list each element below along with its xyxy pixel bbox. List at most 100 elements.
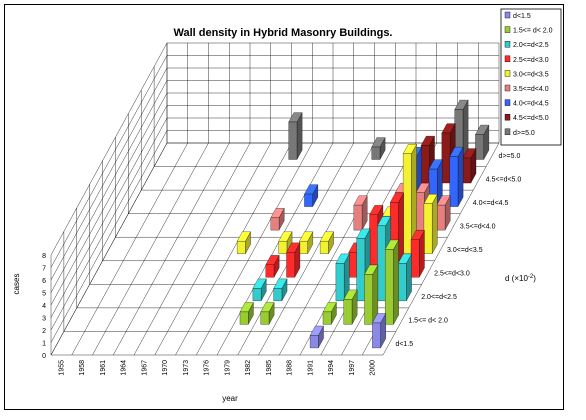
bar [252, 278, 267, 301]
bar [353, 195, 368, 231]
bar-front [260, 311, 270, 325]
bar [454, 99, 469, 160]
bar-front [462, 157, 472, 184]
gridline-floor-x [71, 142, 188, 356]
bar [260, 302, 275, 325]
chart-bars [236, 99, 490, 349]
gridline-floor-x [279, 142, 396, 356]
bar-front [236, 241, 246, 254]
bar-front [356, 238, 366, 301]
legend-label: 3.0<=d<3.5 [513, 71, 549, 78]
bar-front [415, 192, 425, 231]
bar-front [270, 217, 280, 231]
x-tick-label: 1979 [224, 360, 231, 376]
legend-swatch [504, 11, 511, 19]
bar-front [286, 252, 295, 278]
legend-label: 2.0<=d<2.5 [513, 42, 549, 49]
x-tick-label: 1967 [141, 360, 148, 376]
chart-frame: Wall density in Hybrid Masonry Buildings… [4, 4, 564, 410]
bar [402, 144, 417, 254]
gridline-side-h [50, 130, 168, 343]
gridline-floor-x [113, 142, 230, 356]
bar [436, 195, 451, 231]
bar [372, 313, 387, 349]
bar-front [322, 311, 332, 325]
bar [397, 253, 412, 301]
depth-tick-label: 2.0<=d<2.5 [421, 294, 457, 301]
x-tick-label: 2000 [370, 360, 377, 376]
chart-title: Wall density in Hybrid Masonry Buildings… [173, 27, 392, 39]
bar [343, 289, 358, 325]
legend-label: 3.5<=d<4.0 [513, 86, 549, 93]
bar-front [364, 274, 373, 325]
gridline-floor-x [216, 142, 334, 356]
bar-front [239, 311, 249, 325]
bar-front [436, 205, 446, 231]
bar-side [432, 194, 438, 254]
depth-tick-label: d>=5.0 [499, 153, 521, 160]
bar-front [343, 299, 353, 325]
bar [288, 112, 303, 160]
gridline-floor-x [50, 142, 168, 356]
y-tick-label: 3 [42, 316, 46, 323]
gridline-side-h [50, 55, 168, 268]
bar-front [402, 153, 412, 254]
x-tick-label: 1976 [204, 360, 211, 376]
bar [335, 253, 350, 301]
y-tick-label: 1 [42, 341, 46, 348]
bar-front [420, 145, 430, 184]
gridline-floor-x [154, 142, 271, 356]
x-axis-ticks: 1955 1958 1961 1964 1967 1970 1973 1976 1979 1982… [58, 360, 376, 376]
bar-front [319, 241, 329, 254]
bar [322, 302, 337, 325]
bar-front [441, 132, 451, 184]
bar-front [385, 249, 394, 325]
bar-front [273, 288, 283, 301]
bar-front [410, 239, 420, 278]
bar-front [397, 263, 407, 301]
depth-tick-label: 3.5<=d<4.0 [460, 223, 496, 230]
y-tick-label: 6 [42, 278, 46, 285]
depth-tick-label: 3.0<=d<3.5 [447, 247, 483, 254]
bar-side [457, 147, 464, 207]
bar [462, 148, 477, 184]
gridline-side-h [50, 105, 168, 318]
depth-tick-label: d<1.5 [395, 341, 413, 348]
gridline-floor-x [92, 142, 209, 356]
depth-tick-label: 1.5<= d< 2.0 [408, 318, 448, 325]
x-tick-label: 1961 [100, 360, 107, 376]
gridline-floor-x [258, 142, 375, 356]
x-tick-label: 1955 [58, 360, 65, 376]
legend-label: 2.5<=d<3.0 [513, 57, 549, 64]
x-tick-label: 1973 [183, 360, 190, 376]
gridline-side-h [50, 92, 168, 306]
x-tick-label: 1958 [79, 360, 86, 376]
y-tick-label: 2 [42, 328, 46, 335]
bar-front [449, 156, 459, 207]
legend-swatch [504, 41, 511, 48]
gridline-floor-x [382, 142, 500, 356]
gridline-floor-x [196, 142, 313, 356]
legend-label: d<1.5 [513, 13, 531, 20]
legend-swatch [504, 26, 511, 33]
gridline-floor-x [133, 142, 251, 356]
bar-front [304, 193, 313, 207]
y-tick-label: 7 [42, 266, 46, 273]
bar [364, 264, 379, 325]
legend-label: d>=5.0 [513, 130, 535, 137]
depth-tick-label: 4.5<=d<5.0 [486, 176, 522, 183]
bar-front [252, 288, 262, 301]
gridline-side-h [50, 117, 168, 331]
legend-label: 4.5<=d<5.0 [513, 115, 549, 122]
legend-label: 4.0<=d<4.5 [513, 101, 549, 108]
x-tick-label: 1964 [121, 360, 128, 376]
chart-legend: d<1.5 1.5<= d< 2.0 2.0<=d<2.5 2.5<=d<3.0 3.0… [500, 8, 562, 146]
x-tick-label: 1985 [266, 360, 273, 376]
bar-front [309, 335, 319, 349]
legend-swatch [504, 113, 511, 121]
y-axis-ticks: 0 1 2 3 4 5 6 7 8 [42, 253, 46, 360]
x-tick-label: 1997 [349, 360, 356, 376]
depth-tick-label: 4.0<=d<4.5 [473, 200, 509, 207]
x-tick-label: 1982 [245, 360, 252, 376]
legend-swatch [504, 55, 511, 62]
